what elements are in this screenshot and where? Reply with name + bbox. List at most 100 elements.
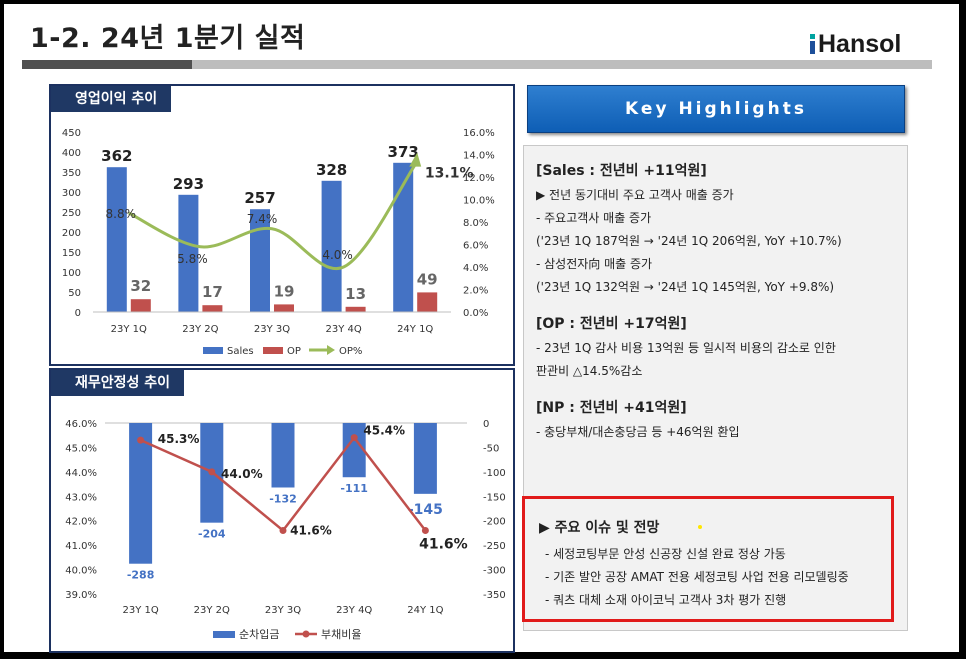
- net-debt-data-label: -145: [408, 502, 443, 518]
- highlight-line: ('23년 1Q 132억원 → '24년 1Q 145억원, YoY +9.8…: [536, 280, 835, 294]
- op-percent-data-label: 5.8%: [177, 252, 208, 266]
- legend-arrow-icon: [327, 345, 335, 355]
- net-debt-bar: [342, 423, 366, 478]
- y2-tick-label: 8.0%: [463, 218, 488, 229]
- y2-tick-label: -150: [483, 492, 506, 503]
- op-percent-data-label: 7.4%: [247, 212, 278, 226]
- y2-tick-label: -300: [483, 566, 506, 577]
- sales-data-label: 293: [173, 175, 204, 193]
- operating-profit-chart: 450 400 350 300 250 200 150 100 50 0 16.0% 14.0% 12.…: [62, 128, 495, 357]
- y-tick-label: 40.0%: [65, 566, 97, 577]
- highlight-line: ▶ 전년 동기대비 주요 고객사 매출 증가: [536, 188, 734, 202]
- op-data-label: 49: [417, 270, 438, 288]
- key-highlights-box: [Sales : 전년비 +11억원] ▶ 전년 동기대비 주요 고객사 매출 증…: [523, 145, 908, 631]
- net-debt-data-label: -204: [198, 528, 226, 541]
- y-tick-label: 41.0%: [65, 541, 97, 552]
- highlight-line: 판관비 △14.5%감소: [536, 364, 643, 378]
- highlight-heading: [OP : 전년비 +17억원]: [536, 316, 687, 332]
- sales-data-label: 257: [244, 189, 275, 207]
- op-bar: [274, 304, 294, 312]
- op-bar: [130, 299, 151, 312]
- y2-tick-label: 12.0%: [463, 173, 495, 184]
- debt-ratio-data-label: 44.0%: [221, 467, 263, 481]
- y2-tick-label: -350: [483, 590, 506, 601]
- hansol-logo: Hansol: [810, 30, 901, 59]
- header-divider-dark: [22, 60, 192, 69]
- x-tick-label: 23Y 4Q: [325, 324, 361, 335]
- legend-sales-swatch: [203, 347, 223, 354]
- debt-ratio-point: [350, 434, 358, 442]
- sales-data-label: 373: [388, 143, 419, 161]
- y2-tick-label: -250: [483, 541, 506, 552]
- debt-ratio-data-label: 41.6%: [419, 536, 468, 552]
- y2-tick-label: 0: [483, 419, 489, 430]
- highlight-heading: [Sales : 전년비 +11억원]: [536, 163, 707, 179]
- y-tick-label: 42.0%: [65, 517, 97, 528]
- legend-debt-ratio-marker: [302, 630, 310, 638]
- legend-sales-label: Sales: [227, 346, 254, 357]
- logo-text: Hansol: [818, 30, 902, 58]
- key-issue-item: - 쿼츠 대체 소재 아이코닉 고객사 3차 평가 진행: [545, 593, 787, 607]
- op-percent-line: [128, 163, 417, 271]
- key-highlights-text: [Sales : 전년비 +11억원] ▶ 전년 동기대비 주요 고객사 매출 증…: [536, 158, 906, 444]
- financial-stability-tab: 재무안정성 추이: [51, 370, 185, 396]
- y-tick-label: 150: [62, 248, 81, 259]
- y2-tick-label: -50: [483, 443, 499, 454]
- highlight-line: - 충당부채/대손충당금 등 +46억원 환입: [536, 425, 740, 439]
- y-tick-label: 44.0%: [65, 468, 97, 479]
- y2-tick-label: -100: [483, 468, 506, 479]
- financial-stability-chart: 46.0% 45.0% 44.0% 43.0% 42.0% 41.0% 40.0% 39.0%…: [65, 419, 506, 641]
- y2-tick-label: 14.0%: [463, 151, 495, 162]
- y2-tick-label: 2.0%: [463, 286, 488, 297]
- sales-bar: [321, 180, 342, 312]
- y-tick-label: 350: [62, 168, 81, 179]
- key-issues-box: ▶ 주요 이슈 및 전망 - 세정코팅부문 안성 신공장 신설 완료 정상 가동…: [522, 496, 894, 622]
- x-tick-label: 23Y 1Q: [111, 324, 147, 335]
- op-percent-arrow: [409, 152, 422, 167]
- y2-tick-label: 16.0%: [463, 128, 495, 139]
- op-percent-data-label: 13.1%: [425, 166, 474, 182]
- key-issues-title: ▶ 주요 이슈 및 전망: [539, 520, 660, 536]
- y-tick-label: 45.0%: [65, 443, 97, 454]
- y-tick-label: 43.0%: [65, 492, 97, 503]
- legend-op-label: OP: [287, 346, 301, 357]
- op-bar: [345, 306, 366, 312]
- key-issue-item: - 기존 발안 공장 AMAT 전용 세정코팅 사업 전용 리모델링중: [545, 570, 849, 584]
- debt-ratio-point: [137, 436, 145, 444]
- x-tick-label: 23Y 3Q: [254, 324, 290, 335]
- y2-tick-label: 0.0%: [463, 308, 488, 319]
- op-bar: [417, 292, 438, 312]
- x-tick-label: 23Y 2Q: [182, 324, 218, 335]
- y2-tick-label: 4.0%: [463, 263, 488, 274]
- x-tick-label: 24Y 1Q: [407, 605, 443, 616]
- highlight-line: - 23년 1Q 감사 비용 13억원 등 일시적 비용의 감소로 인한: [536, 341, 836, 355]
- net-debt-bar: [129, 423, 153, 564]
- highlight-dot: [698, 525, 702, 529]
- x-tick-label: 23Y 4Q: [336, 605, 372, 616]
- highlight-heading: [NP : 전년비 +41억원]: [536, 400, 687, 416]
- net-debt-data-label: -111: [340, 482, 368, 495]
- debt-ratio-point: [208, 468, 216, 476]
- legend-net-debt-swatch: [213, 631, 235, 638]
- debt-ratio-point: [421, 526, 429, 534]
- y2-tick-label: 10.0%: [463, 196, 495, 207]
- sales-bar: [250, 209, 270, 312]
- y-tick-label: 250: [62, 208, 81, 219]
- op-data-label: 19: [274, 282, 295, 300]
- y-tick-label: 39.0%: [65, 590, 97, 601]
- key-highlights-banner: Key Highlights: [527, 85, 905, 133]
- y2-tick-label: 6.0%: [463, 241, 488, 252]
- net-debt-data-label: -288: [127, 569, 155, 582]
- op-data-label: 32: [130, 277, 151, 295]
- op-bar: [202, 305, 223, 312]
- y2-tick-label: -200: [483, 517, 506, 528]
- y-tick-label: 50: [68, 288, 81, 299]
- y-tick-label: 300: [62, 188, 81, 199]
- y-tick-label: 200: [62, 228, 81, 239]
- operating-profit-panel: 450 400 350 300 250 200 150 100 50 0 16.0% 14.0% 12.…: [49, 84, 515, 366]
- y-tick-label: 400: [62, 148, 81, 159]
- op-percent-data-label: 8.8%: [106, 207, 137, 221]
- op-data-label: 13: [345, 285, 366, 303]
- debt-ratio-data-label: 45.4%: [363, 424, 405, 438]
- op-data-label: 17: [202, 283, 223, 301]
